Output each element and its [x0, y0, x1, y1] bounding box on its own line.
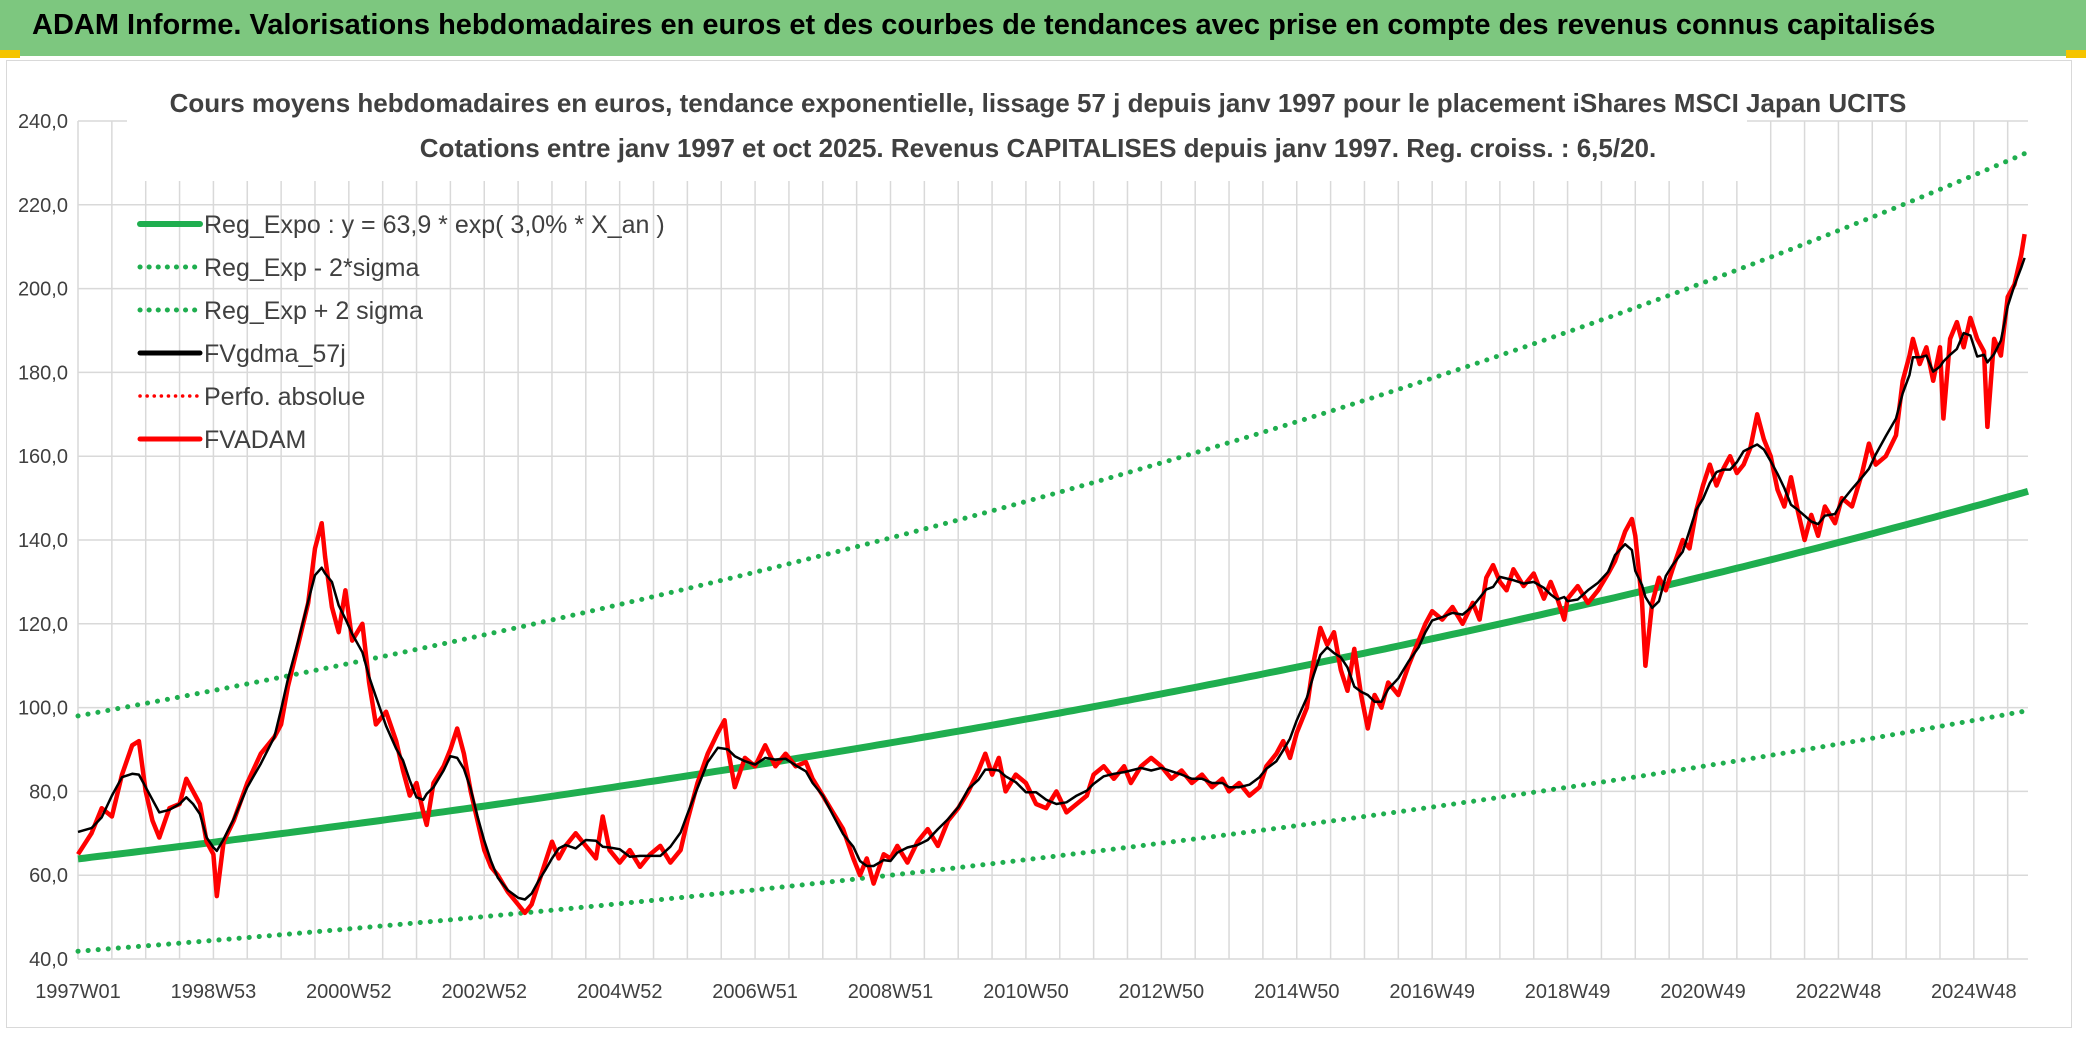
legend-item-label: FVgdma_57j	[204, 340, 346, 368]
x-tick-label: 2016W49	[1389, 981, 1475, 1003]
x-tick-label: 2024W48	[1931, 981, 2017, 1003]
gridlines	[77, 120, 2028, 960]
y-tick-label: 240,0	[18, 111, 68, 133]
chart-title: Cours moyens hebdomadaires en euros, ten…	[170, 88, 1907, 118]
x-tick-label: 2014W50	[1254, 981, 1340, 1003]
x-tick-label: 2022W48	[1796, 981, 1882, 1003]
x-tick-label: 2012W50	[1119, 981, 1205, 1003]
legend-item-label: Reg_Expo : y = 63,9 * exp( 3,0% * X_an )	[204, 211, 665, 239]
y-tick-label: 60,0	[29, 865, 68, 887]
series-reg-expo	[77, 487, 2029, 863]
y-tick-label: 180,0	[18, 362, 68, 384]
x-tick-label: 2010W50	[983, 981, 1069, 1003]
x-tick-label: 2020W49	[1660, 981, 1746, 1003]
corner-marker-left	[0, 50, 20, 58]
y-tick-label: 220,0	[18, 195, 68, 217]
chart-area: 40,0 60,0 80,0 100,0 120,0 140,0 160,0 180,0 200…	[6, 60, 2072, 1028]
series-layer	[75, 149, 2031, 954]
axes: 40,0 60,0 80,0 100,0 120,0 140,0 160,0 180,0 200…	[18, 111, 2017, 1003]
corner-marker-right	[2066, 50, 2086, 58]
series-fvadam	[76, 233, 2027, 916]
x-tick-label: 1997W01	[35, 981, 121, 1003]
title-backdrop	[127, 81, 1747, 181]
series-fvgdma-57j	[77, 257, 2026, 901]
series-reg-exp-plus-2sigma	[75, 149, 2031, 719]
x-tick-label: 1998W53	[171, 981, 257, 1003]
x-tick-label: 2008W51	[848, 981, 934, 1003]
legend-item-label: Reg_Exp - 2*sigma	[204, 254, 419, 282]
x-tick-label: 2018W49	[1525, 981, 1611, 1003]
banner-title: ADAM Informe. Valorisations hebdomadaire…	[32, 9, 1936, 41]
y-tick-label: 200,0	[18, 279, 68, 301]
y-tick-label: 100,0	[18, 698, 68, 720]
series-reg-exp-minus-2sigma	[75, 708, 2031, 954]
legend-item-label: FVADAM	[204, 426, 306, 454]
x-tick-label: 2004W52	[577, 981, 663, 1003]
x-tick-label: 2002W52	[441, 981, 527, 1003]
line-chart: 40,0 60,0 80,0 100,0 120,0 140,0 160,0 180,0 200…	[18, 81, 2031, 1003]
y-tick-label: 40,0	[29, 949, 68, 971]
legend: Reg_Expo : y = 63,9 * exp( 3,0% * X_an )…	[137, 211, 665, 454]
y-tick-label: 120,0	[18, 614, 68, 636]
chart-subtitle: Cotations entre janv 1997 et oct 2025. R…	[420, 133, 1656, 163]
x-tick-label: 2000W52	[306, 981, 392, 1003]
x-tick-label: 2006W51	[712, 981, 798, 1003]
y-tick-label: 80,0	[29, 781, 68, 803]
report-banner: ADAM Informe. Valorisations hebdomadaire…	[0, 0, 2086, 56]
legend-item-label: Perfo. absolue	[204, 383, 365, 411]
y-tick-label: 140,0	[18, 530, 68, 552]
legend-item-label: Reg_Exp + 2 sigma	[204, 297, 423, 325]
y-tick-label: 160,0	[18, 446, 68, 468]
